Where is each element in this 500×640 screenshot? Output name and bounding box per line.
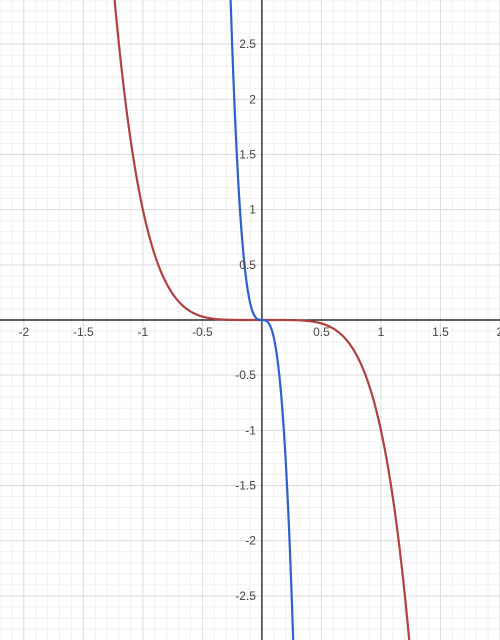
x-tick-label: -1.5: [73, 325, 94, 339]
y-tick-label: -1.5: [235, 479, 256, 493]
x-tick-label: 1.5: [432, 325, 449, 339]
x-tick-label: -2: [18, 325, 29, 339]
y-tick-label: 2.5: [239, 37, 256, 51]
x-tick-label: 1: [378, 325, 385, 339]
y-tick-label: 2: [249, 92, 256, 106]
y-tick-label: 1.5: [239, 147, 256, 161]
y-tick-label: 1: [249, 203, 256, 217]
x-tick-label: 0.5: [313, 325, 330, 339]
y-tick-label: 0.5: [239, 258, 256, 272]
x-tick-label: -1: [138, 325, 149, 339]
x-tick-label: -0.5: [192, 325, 213, 339]
y-tick-label: -1: [245, 423, 256, 437]
y-tick-label: -2: [245, 534, 256, 548]
y-tick-label: -0.5: [235, 368, 256, 382]
coordinate-plane-chart: -2 -1.5 -1 -0.5 0.5 1 1.5 2 2.5 2 1.5 1 0.5 -0.5 -1 -1.…: [0, 0, 500, 640]
y-tick-label: -2.5: [235, 589, 256, 603]
x-tick-label: 2: [497, 325, 500, 339]
